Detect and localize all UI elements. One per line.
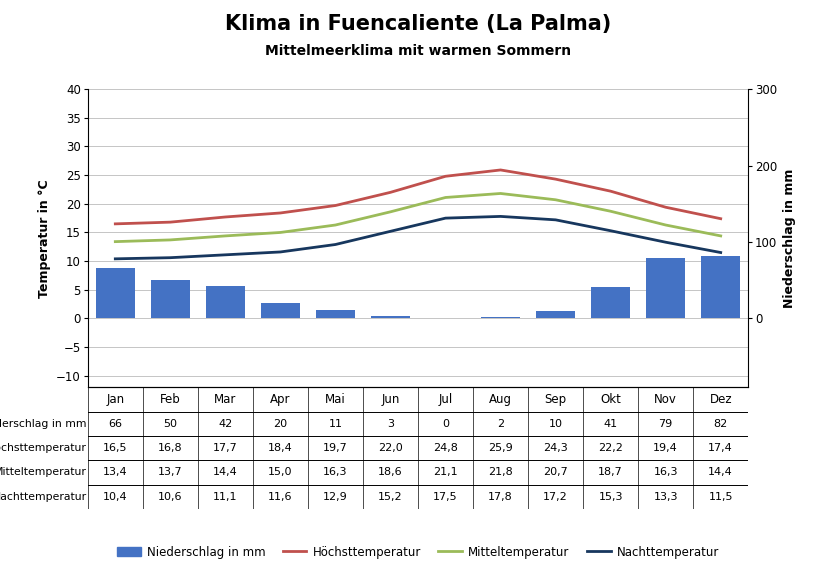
Text: 15,2: 15,2	[378, 492, 403, 502]
Text: Mitteltemperatur: Mitteltemperatur	[0, 467, 87, 477]
Text: 12,9: 12,9	[323, 492, 348, 502]
Text: 13,4: 13,4	[103, 467, 128, 477]
Bar	[591, 287, 630, 319]
Text: 13,3: 13,3	[654, 492, 678, 502]
Legend: Niederschlag in mm, Höchsttemperatur, Mitteltemperatur, Nachttemperatur: Niederschlag in mm, Höchsttemperatur, Mi…	[112, 541, 724, 564]
Text: Höchsttemperatur: Höchsttemperatur	[0, 443, 87, 453]
Text: 16,3: 16,3	[654, 467, 678, 477]
Text: 17,2: 17,2	[543, 492, 568, 502]
Text: 15,0: 15,0	[268, 467, 293, 477]
Y-axis label: Niederschlag in mm: Niederschlag in mm	[783, 168, 796, 308]
Bar	[316, 310, 354, 319]
Bar	[537, 311, 575, 319]
Text: 10,4: 10,4	[103, 492, 128, 502]
Text: 66: 66	[109, 419, 122, 429]
Text: 18,6: 18,6	[378, 467, 403, 477]
Text: 24,8: 24,8	[433, 443, 458, 453]
Text: Mar: Mar	[214, 393, 237, 406]
Text: Apr: Apr	[270, 393, 291, 406]
Text: 21,8: 21,8	[488, 467, 513, 477]
Text: Okt: Okt	[600, 393, 621, 406]
Text: 3: 3	[387, 419, 394, 429]
Text: 20: 20	[273, 419, 288, 429]
Text: Nov: Nov	[655, 393, 677, 406]
Text: 14,4: 14,4	[708, 467, 733, 477]
Text: Jun: Jun	[381, 393, 400, 406]
Text: Klima in Fuencaliente (La Palma): Klima in Fuencaliente (La Palma)	[225, 14, 611, 34]
Text: 14,4: 14,4	[213, 467, 237, 477]
Text: Mai: Mai	[325, 393, 346, 406]
Y-axis label: Temperatur in °C: Temperatur in °C	[38, 179, 50, 297]
Text: 22,0: 22,0	[378, 443, 403, 453]
Text: 17,7: 17,7	[213, 443, 237, 453]
Text: 0: 0	[442, 419, 449, 429]
Text: 11: 11	[329, 419, 343, 429]
Text: 22,2: 22,2	[599, 443, 623, 453]
Text: 11,6: 11,6	[268, 492, 293, 502]
Bar	[482, 317, 520, 319]
Bar	[261, 303, 299, 319]
Text: 19,7: 19,7	[323, 443, 348, 453]
Text: 13,7: 13,7	[158, 467, 182, 477]
Text: 50: 50	[163, 419, 177, 429]
Text: Nachttemperatur: Nachttemperatur	[0, 492, 87, 502]
Text: Sep: Sep	[544, 393, 567, 406]
Bar	[151, 280, 190, 319]
Text: 24,3: 24,3	[543, 443, 568, 453]
Text: Feb: Feb	[160, 393, 181, 406]
Text: Aug: Aug	[489, 393, 512, 406]
Text: Niederschlag in mm: Niederschlag in mm	[0, 419, 87, 429]
Text: 17,5: 17,5	[433, 492, 458, 502]
Bar	[96, 268, 135, 319]
Text: 17,4: 17,4	[708, 443, 733, 453]
Text: Jan: Jan	[106, 393, 125, 406]
Text: 21,1: 21,1	[433, 467, 458, 477]
Text: 16,3: 16,3	[324, 467, 348, 477]
Bar	[371, 316, 410, 319]
Text: 10: 10	[548, 419, 563, 429]
Bar	[206, 286, 245, 319]
Text: 10,6: 10,6	[158, 492, 182, 502]
Text: 15,3: 15,3	[599, 492, 623, 502]
Bar	[646, 258, 685, 319]
Text: Mittelmeerklima mit warmen Sommern: Mittelmeerklima mit warmen Sommern	[265, 44, 571, 58]
Text: 18,4: 18,4	[268, 443, 293, 453]
Text: 11,5: 11,5	[708, 492, 733, 502]
Text: 25,9: 25,9	[488, 443, 513, 453]
Text: 18,7: 18,7	[599, 467, 623, 477]
Text: 11,1: 11,1	[213, 492, 237, 502]
Text: 19,4: 19,4	[653, 443, 678, 453]
Text: 79: 79	[659, 419, 673, 429]
Text: 42: 42	[218, 419, 232, 429]
Text: 17,8: 17,8	[488, 492, 513, 502]
Text: Jul: Jul	[438, 393, 452, 406]
Text: 41: 41	[604, 419, 618, 429]
Text: 20,7: 20,7	[543, 467, 568, 477]
Text: 16,8: 16,8	[158, 443, 182, 453]
Text: 16,5: 16,5	[103, 443, 128, 453]
Bar	[701, 256, 740, 319]
Text: 82: 82	[714, 419, 728, 429]
Text: 2: 2	[497, 419, 504, 429]
Text: Dez: Dez	[710, 393, 732, 406]
